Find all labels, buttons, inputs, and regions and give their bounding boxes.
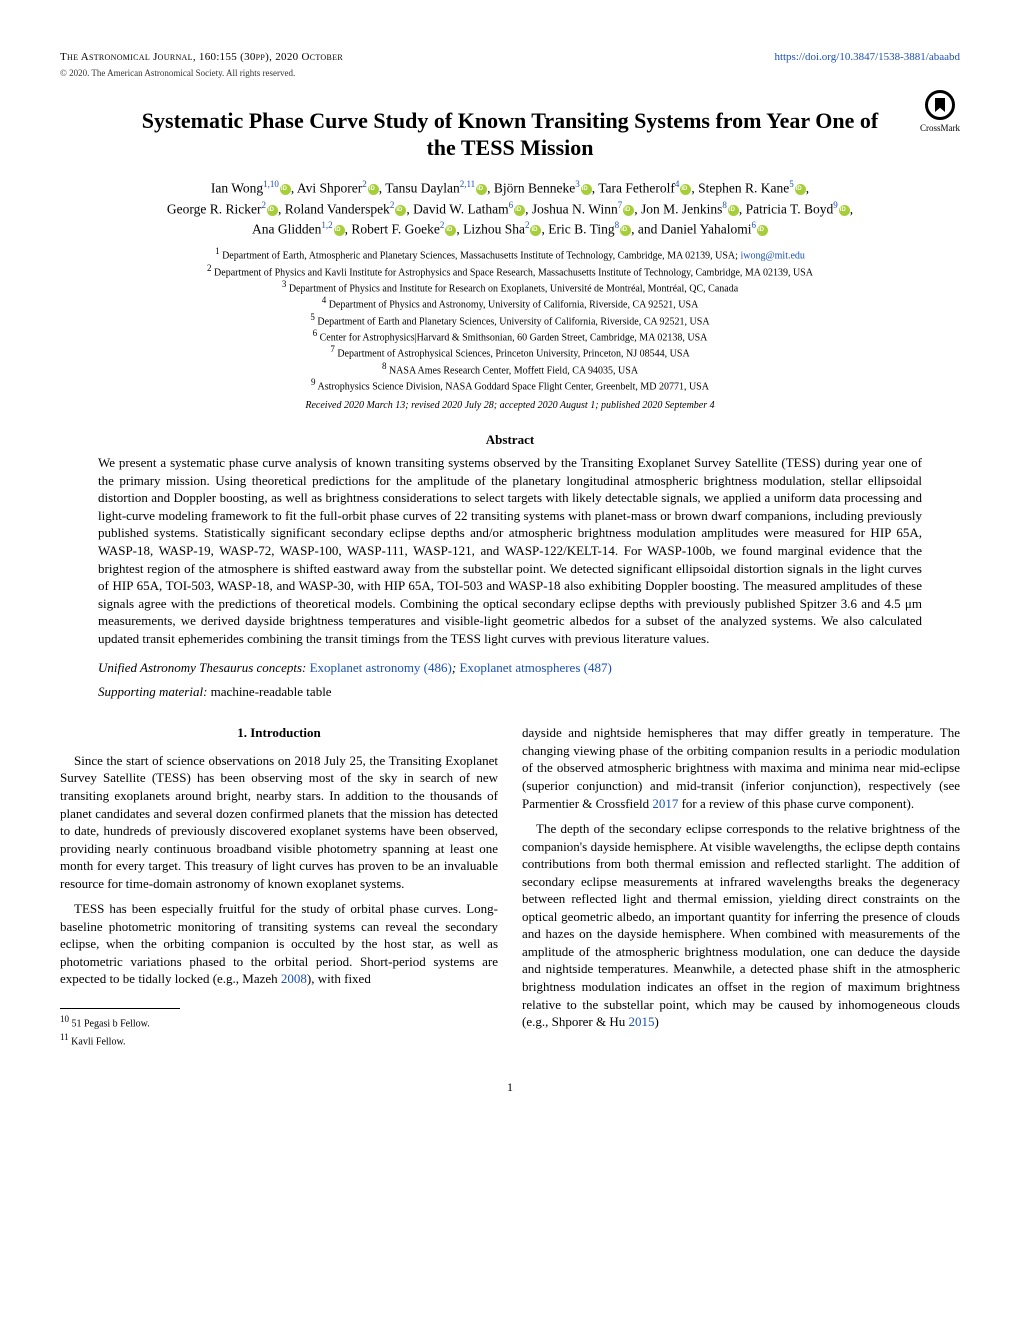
orcid-icon[interactable] bbox=[757, 225, 768, 236]
affiliation: Center for Astrophysics|Harvard & Smiths… bbox=[320, 332, 708, 343]
paragraph: The depth of the secondary eclipse corre… bbox=[522, 820, 960, 1031]
footnote-text: Kavli Fellow. bbox=[71, 1036, 125, 1047]
aff-link[interactable]: 2 bbox=[261, 200, 266, 210]
affiliation: Department of Physics and Kavli Institut… bbox=[214, 267, 813, 278]
aff-link[interactable]: 2,11 bbox=[460, 179, 475, 189]
section-heading: 1. Introduction bbox=[60, 724, 498, 742]
citation-link[interactable]: 2008 bbox=[281, 971, 307, 986]
author-list: Ian Wong1,10, Avi Shporer2, Tansu Daylan… bbox=[70, 178, 950, 240]
orcid-icon[interactable] bbox=[476, 184, 487, 195]
article-title: Systematic Phase Curve Study of Known Tr… bbox=[140, 107, 880, 162]
affiliation: Department of Physics and Astronomy, Uni… bbox=[329, 300, 699, 311]
paragraph: Since the start of science observations … bbox=[60, 752, 498, 892]
paragraph: TESS has been especially fruitful for th… bbox=[60, 900, 498, 988]
aff-link[interactable]: 1,2 bbox=[321, 220, 332, 230]
orcid-icon[interactable] bbox=[680, 184, 691, 195]
affiliation: Astrophysics Science Division, NASA Godd… bbox=[317, 381, 709, 392]
aff-link[interactable]: 1,10 bbox=[263, 179, 279, 189]
doi-link[interactable]: https://doi.org/10.3847/1538-3881/abaabd bbox=[774, 51, 960, 63]
abstract-text: We present a systematic phase curve anal… bbox=[98, 454, 922, 647]
footnote-text: 51 Pegasi b Fellow. bbox=[72, 1018, 150, 1029]
aff-link[interactable]: 4 bbox=[675, 179, 680, 189]
citation-link[interactable]: 2017 bbox=[652, 796, 678, 811]
text: TESS has been especially fruitful for th… bbox=[60, 901, 498, 986]
supporting-value: machine-readable table bbox=[211, 684, 332, 699]
header-row: The Astronomical Journal, 160:155 (30pp)… bbox=[60, 50, 960, 65]
affiliation: Department of Earth, Atmospheric and Pla… bbox=[222, 251, 740, 262]
concept-link[interactable]: Exoplanet atmospheres (487) bbox=[459, 660, 611, 675]
aff-link[interactable]: 5 bbox=[789, 179, 794, 189]
aff-link[interactable]: 8 bbox=[615, 220, 620, 230]
aff-link[interactable]: 2 bbox=[390, 200, 395, 210]
orcid-icon[interactable] bbox=[334, 225, 345, 236]
orcid-icon[interactable] bbox=[514, 205, 525, 216]
aff-link[interactable]: 3 bbox=[575, 179, 580, 189]
aff-link[interactable]: 7 bbox=[618, 200, 623, 210]
aff-link[interactable]: 6 bbox=[752, 220, 757, 230]
orcid-icon[interactable] bbox=[445, 225, 456, 236]
body-columns: 1. Introduction Since the start of scien… bbox=[60, 724, 960, 1048]
orcid-icon[interactable] bbox=[267, 205, 278, 216]
aff-link[interactable]: 9 bbox=[833, 200, 838, 210]
journal-ref: The Astronomical Journal, 160:155 (30pp)… bbox=[60, 50, 343, 65]
orcid-icon[interactable] bbox=[623, 205, 634, 216]
abstract-heading: Abstract bbox=[60, 431, 960, 449]
supporting-material: Supporting material: machine-readable ta… bbox=[98, 683, 922, 701]
concepts: Unified Astronomy Thesaurus concepts: Ex… bbox=[98, 659, 922, 677]
crossmark-icon bbox=[925, 90, 955, 120]
orcid-icon[interactable] bbox=[368, 184, 379, 195]
affiliations: 1 Department of Earth, Atmospheric and P… bbox=[60, 246, 960, 393]
citation-link[interactable]: 2015 bbox=[629, 1014, 655, 1029]
affiliation: Department of Earth and Planetary Scienc… bbox=[317, 316, 709, 327]
affiliation: Department of Physics and Institute for … bbox=[289, 283, 738, 294]
aff-link[interactable]: 2 bbox=[362, 179, 367, 189]
orcid-icon[interactable] bbox=[839, 205, 850, 216]
orcid-icon[interactable] bbox=[280, 184, 291, 195]
footnote: 11 Kavli Fellow. bbox=[60, 1031, 180, 1049]
doi: https://doi.org/10.3847/1538-3881/abaabd bbox=[774, 50, 960, 65]
right-column: dayside and nightside hemispheres that m… bbox=[522, 724, 960, 1048]
pub-dates: Received 2020 March 13; revised 2020 Jul… bbox=[60, 399, 960, 413]
aff-link[interactable]: 6 bbox=[509, 200, 514, 210]
orcid-icon[interactable] bbox=[620, 225, 631, 236]
footnotes: 10 51 Pegasi b Fellow. 11 Kavli Fellow. bbox=[60, 1008, 180, 1049]
page-number: 1 bbox=[60, 1079, 960, 1095]
paragraph: dayside and nightside hemispheres that m… bbox=[522, 724, 960, 812]
text: The depth of the secondary eclipse corre… bbox=[522, 821, 960, 1029]
aff-link[interactable]: 2 bbox=[440, 220, 445, 230]
orcid-icon[interactable] bbox=[728, 205, 739, 216]
orcid-icon[interactable] bbox=[581, 184, 592, 195]
text: for a review of this phase curve compone… bbox=[678, 796, 914, 811]
orcid-icon[interactable] bbox=[530, 225, 541, 236]
orcid-icon[interactable] bbox=[795, 184, 806, 195]
text: ), with fixed bbox=[307, 971, 371, 986]
author: Ian Wong bbox=[211, 180, 263, 195]
text: ) bbox=[655, 1014, 659, 1029]
left-column: 1. Introduction Since the start of scien… bbox=[60, 724, 498, 1048]
supporting-label: Supporting material: bbox=[98, 684, 211, 699]
crossmark-badge[interactable]: CrossMark bbox=[920, 90, 960, 134]
orcid-icon[interactable] bbox=[395, 205, 406, 216]
concepts-label: Unified Astronomy Thesaurus concepts: bbox=[98, 660, 306, 675]
affiliation: Department of Astrophysical Sciences, Pr… bbox=[337, 349, 689, 360]
concept-link[interactable]: Exoplanet astronomy (486) bbox=[310, 660, 452, 675]
email-link[interactable]: iwong@mit.edu bbox=[740, 251, 804, 262]
aff-link[interactable]: 2 bbox=[525, 220, 530, 230]
footnote: 10 51 Pegasi b Fellow. bbox=[60, 1013, 180, 1031]
affiliation: NASA Ames Research Center, Moffett Field… bbox=[389, 365, 638, 376]
copyright: © 2020. The American Astronomical Societ… bbox=[60, 67, 960, 79]
crossmark-label: CrossMark bbox=[920, 123, 960, 133]
aff-link[interactable]: 8 bbox=[722, 200, 727, 210]
